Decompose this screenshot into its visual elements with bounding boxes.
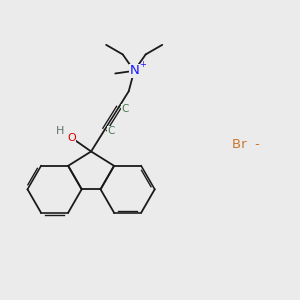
Text: C: C [108,126,115,136]
Text: N: N [129,64,139,77]
Text: +: + [139,60,145,69]
Text: O: O [67,133,76,142]
Text: H: H [56,126,64,136]
Text: Br  -: Br - [232,138,260,151]
Text: C: C [122,104,129,114]
